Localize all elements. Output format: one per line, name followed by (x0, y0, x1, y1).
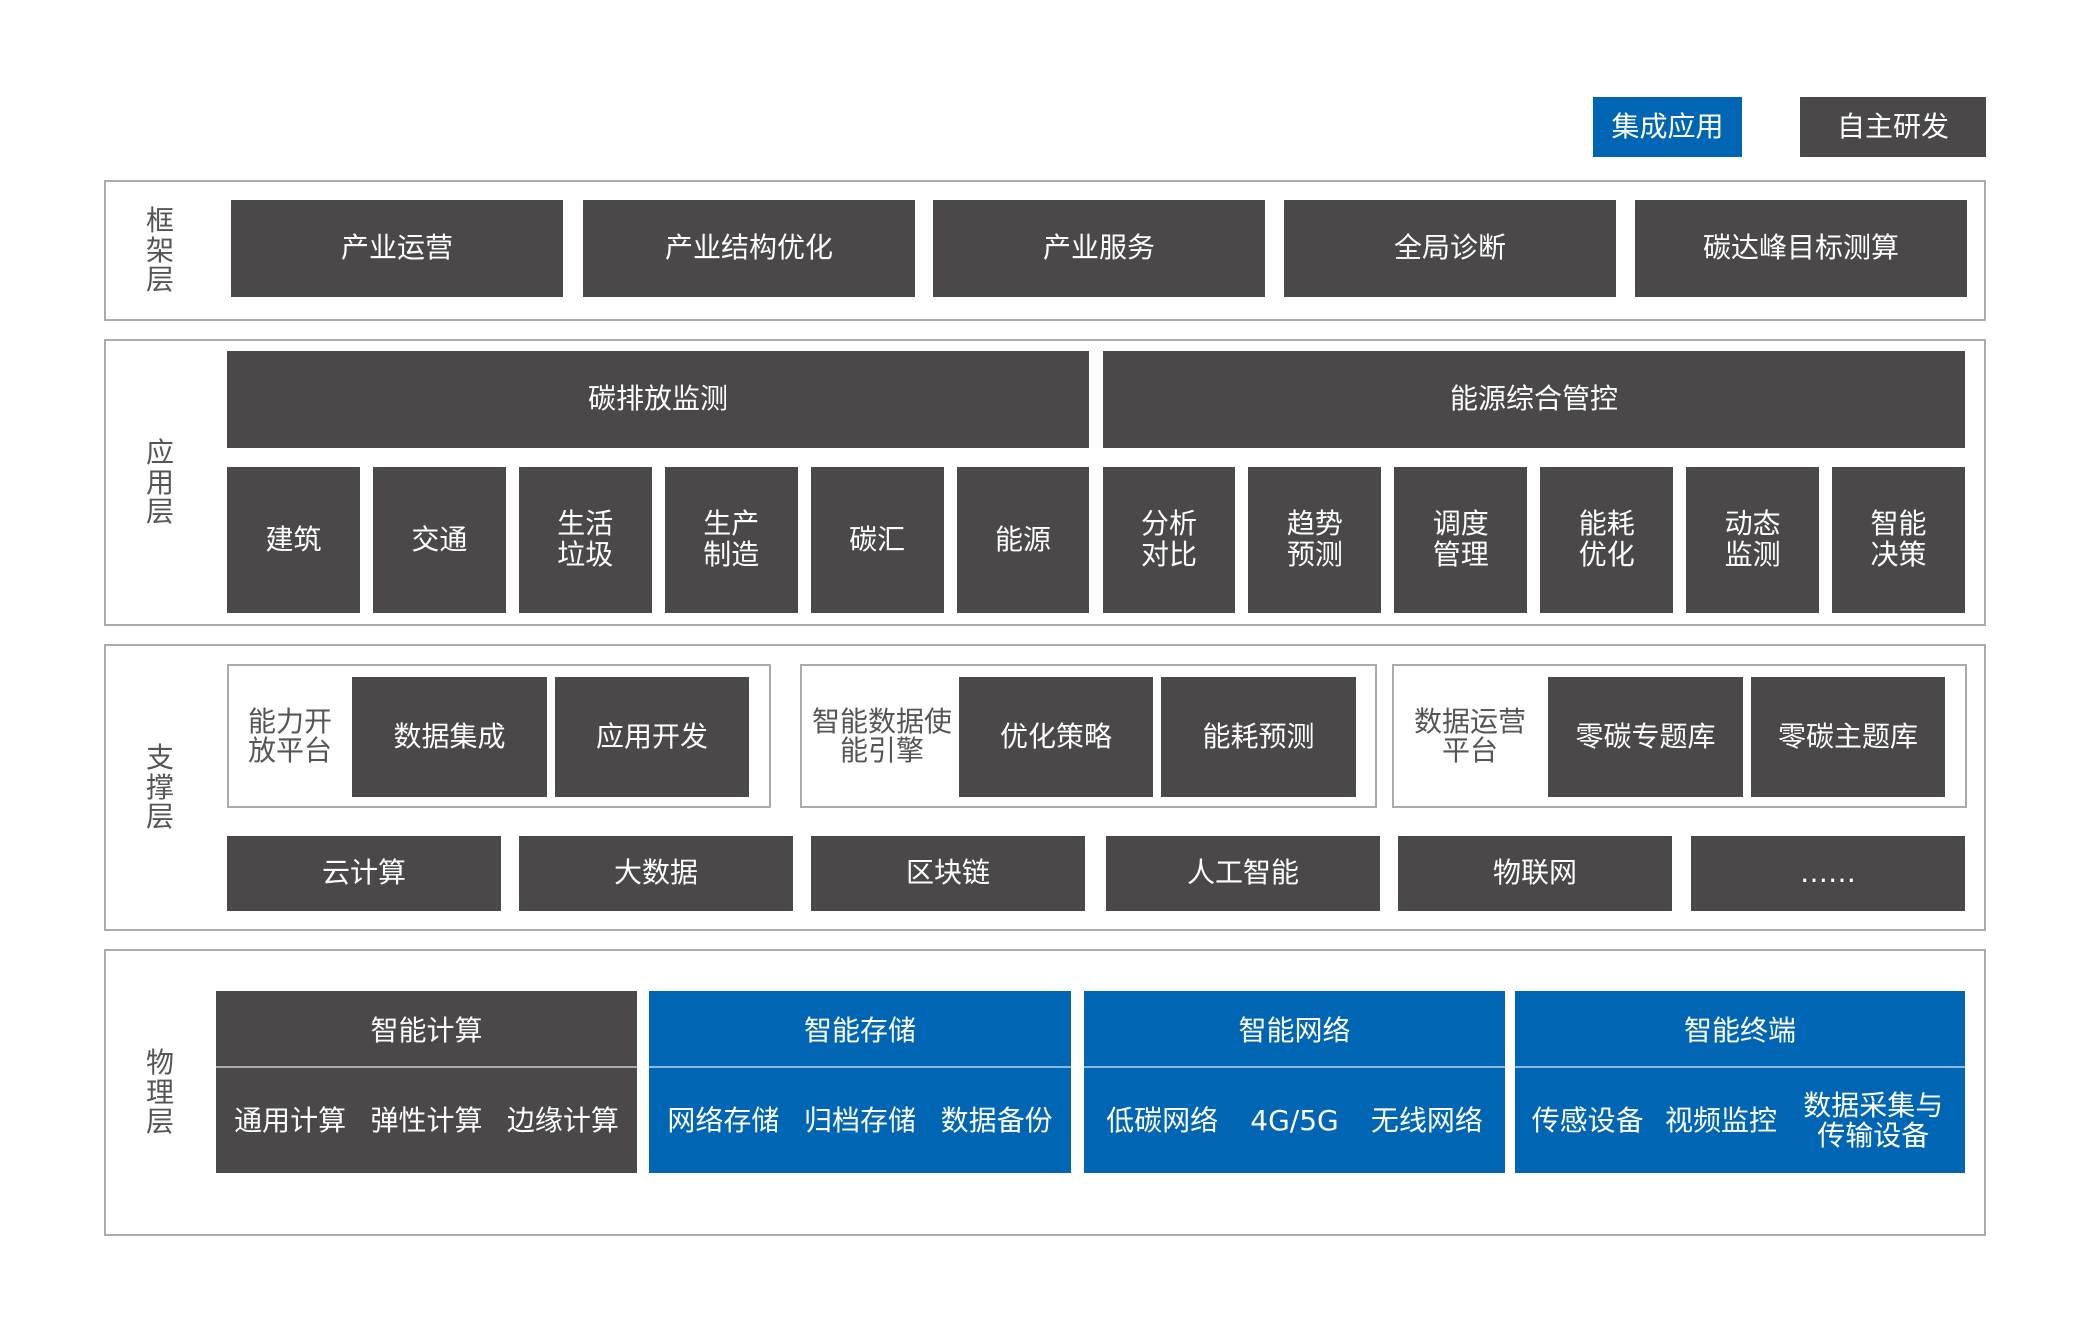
application-item: 能耗优化 (1540, 467, 1674, 613)
application-item: 动态监测 (1686, 467, 1820, 613)
physical-item: 弹性计算 (370, 1103, 483, 1137)
physical-column-storage: 智能存储 网络存储 归档存储 数据备份 (649, 991, 1071, 1173)
physical-column-terminal: 智能终端 传感设备 视频监控 数据采集与传输设备 (1515, 991, 1965, 1173)
application-header-energy: 能源综合管控 (1103, 351, 1965, 448)
application-item: 智能决策 (1832, 467, 1965, 613)
application-item: 碳汇 (810, 467, 944, 613)
tech-item-more: …… (1691, 836, 1965, 911)
physical-item: 无线网络 (1370, 1103, 1483, 1137)
support-group-engine (800, 664, 1377, 808)
support-group-capability (227, 664, 771, 808)
framework-item: 产业结构优化 (583, 200, 915, 297)
physical-item: 边缘计算 (506, 1103, 619, 1137)
support-layer (104, 644, 1986, 931)
application-header-carbon: 碳排放监测 (227, 351, 1089, 448)
legend-integrated: 集成应用 (1593, 97, 1742, 157)
tech-item: 区块链 (811, 836, 1085, 911)
framework-layer-label: 框架层 (145, 204, 174, 297)
physical-column-title: 智能网络 (1084, 991, 1505, 1068)
tech-item: 大数据 (519, 836, 793, 911)
framework-item: 产业运营 (231, 200, 563, 297)
physical-item: 数据备份 (940, 1103, 1053, 1137)
physical-column-network: 智能网络 低碳网络 4G/5G 无线网络 (1084, 991, 1505, 1173)
physical-column-title: 智能终端 (1515, 991, 1965, 1068)
framework-item: 产业服务 (933, 200, 1265, 297)
physical-item: 归档存储 (803, 1103, 916, 1137)
support-item: 能耗预测 (1161, 677, 1356, 797)
application-item: 生活垃圾 (518, 467, 652, 613)
support-group-label: 能力开放平台 (247, 704, 332, 767)
support-group-label: 智能数据使能引擎 (812, 704, 953, 767)
physical-item: 低碳网络 (1106, 1103, 1219, 1137)
application-layer (104, 339, 1986, 626)
framework-layer (104, 180, 1986, 321)
support-group-label: 数据运营平台 (1413, 704, 1526, 767)
application-item: 能源 (956, 467, 1090, 613)
support-layer-label: 支撑层 (145, 741, 174, 834)
physical-column-title: 智能计算 (216, 991, 637, 1068)
application-item: 生产制造 (664, 467, 798, 613)
application-layer-label: 应用层 (145, 436, 174, 529)
tech-item: 物联网 (1398, 836, 1672, 911)
physical-item: 4G/5G (1250, 1103, 1339, 1137)
support-item: 零碳专题库 (1548, 677, 1743, 797)
physical-item: 通用计算 (234, 1103, 347, 1137)
framework-item: 碳达峰目标测算 (1635, 200, 1967, 297)
physical-item: 数据采集与传输设备 (1803, 1089, 1944, 1152)
physical-item: 视频监控 (1664, 1103, 1777, 1137)
physical-column-title: 智能存储 (649, 991, 1071, 1068)
support-item: 数据集成 (352, 677, 547, 797)
support-item: 优化策略 (959, 677, 1153, 797)
physical-layer (104, 949, 1986, 1236)
application-item: 建筑 (227, 467, 360, 613)
application-item: 调度管理 (1394, 467, 1528, 613)
physical-column-computing: 智能计算 通用计算 弹性计算 边缘计算 (216, 991, 637, 1173)
physical-item: 传感设备 (1531, 1103, 1644, 1137)
application-item: 趋势预测 (1248, 467, 1382, 613)
legend-self-developed: 自主研发 (1800, 97, 1986, 157)
framework-item: 全局诊断 (1284, 200, 1616, 297)
physical-item: 网络存储 (667, 1103, 780, 1137)
tech-item: 云计算 (227, 836, 501, 911)
support-item: 应用开发 (555, 677, 749, 797)
application-item: 交通 (372, 467, 506, 613)
tech-item: 人工智能 (1106, 836, 1380, 911)
support-group-operations (1392, 664, 1967, 808)
physical-layer-label: 物理层 (145, 1046, 174, 1139)
application-item: 分析对比 (1102, 467, 1236, 613)
support-item: 零碳主题库 (1751, 677, 1945, 797)
